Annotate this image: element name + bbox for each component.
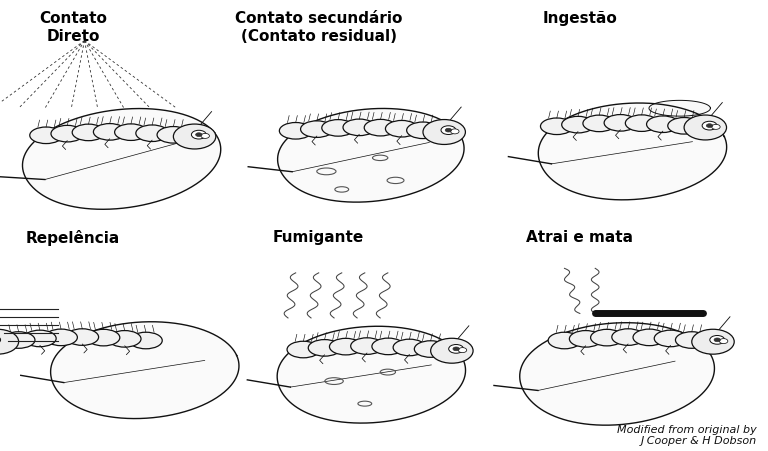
Ellipse shape bbox=[72, 124, 104, 141]
Ellipse shape bbox=[66, 329, 98, 345]
Text: Contato
Direto: Contato Direto bbox=[39, 11, 107, 44]
Ellipse shape bbox=[94, 124, 126, 140]
Ellipse shape bbox=[130, 332, 162, 349]
Circle shape bbox=[191, 130, 207, 139]
Polygon shape bbox=[22, 109, 220, 209]
Ellipse shape bbox=[654, 330, 687, 347]
Ellipse shape bbox=[157, 127, 190, 143]
Polygon shape bbox=[277, 108, 464, 202]
Ellipse shape bbox=[675, 332, 708, 348]
Circle shape bbox=[451, 129, 459, 134]
Circle shape bbox=[458, 348, 467, 353]
Circle shape bbox=[684, 115, 727, 140]
Ellipse shape bbox=[114, 124, 147, 140]
Ellipse shape bbox=[647, 116, 679, 133]
Ellipse shape bbox=[30, 127, 62, 143]
Polygon shape bbox=[676, 118, 714, 134]
Ellipse shape bbox=[0, 333, 14, 350]
Ellipse shape bbox=[178, 128, 211, 145]
Ellipse shape bbox=[351, 338, 383, 354]
Ellipse shape bbox=[343, 119, 376, 136]
Ellipse shape bbox=[386, 120, 418, 137]
Ellipse shape bbox=[668, 118, 700, 134]
Ellipse shape bbox=[329, 338, 362, 355]
Circle shape bbox=[431, 338, 473, 363]
Text: Repelência: Repelência bbox=[26, 230, 120, 246]
Ellipse shape bbox=[633, 329, 666, 345]
Text: Contato secundário
(Contato residual): Contato secundário (Contato residual) bbox=[235, 11, 402, 44]
Circle shape bbox=[707, 124, 713, 128]
Ellipse shape bbox=[604, 115, 637, 131]
Polygon shape bbox=[520, 323, 714, 425]
Ellipse shape bbox=[561, 116, 594, 133]
Polygon shape bbox=[649, 101, 710, 116]
Ellipse shape bbox=[415, 341, 447, 357]
Text: Atrai e mata: Atrai e mata bbox=[526, 230, 634, 245]
Ellipse shape bbox=[280, 123, 312, 139]
Ellipse shape bbox=[612, 329, 644, 345]
Ellipse shape bbox=[24, 330, 56, 347]
Ellipse shape bbox=[45, 329, 78, 345]
Ellipse shape bbox=[322, 120, 355, 136]
Ellipse shape bbox=[393, 339, 425, 356]
Circle shape bbox=[449, 345, 464, 353]
Ellipse shape bbox=[364, 120, 397, 136]
Ellipse shape bbox=[689, 119, 722, 136]
Ellipse shape bbox=[287, 341, 319, 358]
Ellipse shape bbox=[591, 329, 624, 346]
Polygon shape bbox=[538, 103, 727, 200]
Polygon shape bbox=[51, 322, 239, 419]
Ellipse shape bbox=[435, 342, 468, 359]
Ellipse shape bbox=[108, 331, 141, 347]
Circle shape bbox=[441, 126, 456, 134]
Ellipse shape bbox=[428, 124, 461, 140]
Ellipse shape bbox=[407, 122, 439, 138]
Ellipse shape bbox=[2, 332, 35, 348]
Ellipse shape bbox=[569, 331, 602, 347]
Circle shape bbox=[0, 329, 18, 354]
Circle shape bbox=[174, 124, 216, 149]
Circle shape bbox=[445, 128, 452, 132]
Ellipse shape bbox=[87, 329, 120, 346]
Circle shape bbox=[720, 339, 728, 344]
Ellipse shape bbox=[136, 125, 168, 142]
Ellipse shape bbox=[541, 118, 573, 134]
Text: Modified from original by
J Cooper & H Dobson: Modified from original by J Cooper & H D… bbox=[617, 425, 756, 446]
Circle shape bbox=[423, 120, 465, 144]
Circle shape bbox=[196, 133, 202, 137]
Circle shape bbox=[692, 329, 734, 354]
Ellipse shape bbox=[625, 115, 658, 131]
Circle shape bbox=[702, 121, 717, 130]
Ellipse shape bbox=[308, 340, 341, 356]
Circle shape bbox=[710, 336, 725, 344]
Ellipse shape bbox=[372, 338, 405, 354]
Ellipse shape bbox=[51, 125, 84, 142]
Ellipse shape bbox=[300, 121, 333, 138]
Ellipse shape bbox=[583, 115, 616, 132]
Circle shape bbox=[453, 347, 459, 351]
Ellipse shape bbox=[697, 333, 730, 350]
Text: Ingestão: Ingestão bbox=[542, 11, 617, 26]
Polygon shape bbox=[277, 326, 465, 423]
Circle shape bbox=[712, 124, 720, 129]
Circle shape bbox=[201, 133, 210, 138]
Circle shape bbox=[714, 338, 720, 342]
Ellipse shape bbox=[548, 332, 581, 349]
Text: Fumigante: Fumigante bbox=[273, 230, 364, 245]
